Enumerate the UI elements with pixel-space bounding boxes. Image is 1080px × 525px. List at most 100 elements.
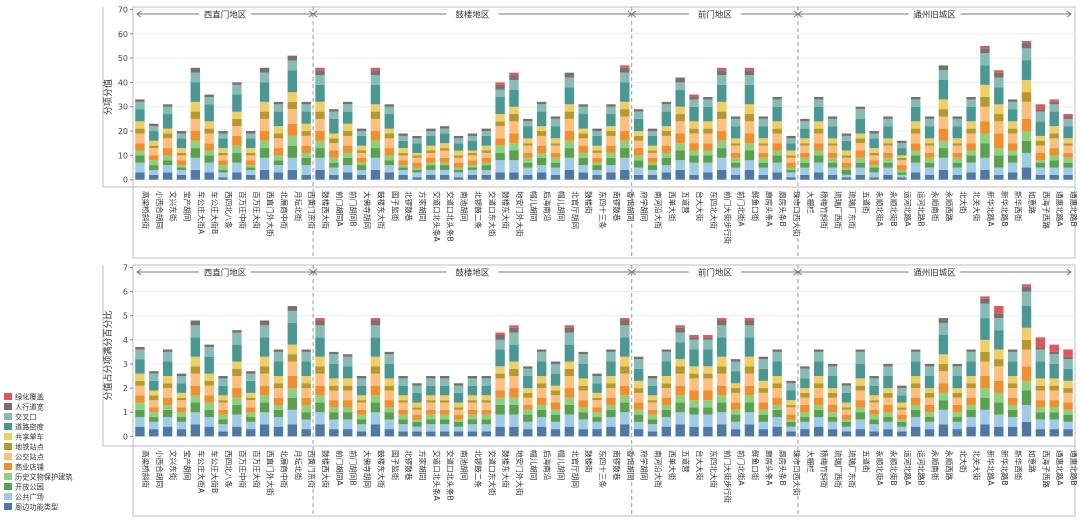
bar-segment bbox=[772, 97, 782, 100]
bar-segment bbox=[827, 363, 838, 367]
bar-segment bbox=[315, 140, 325, 149]
bar-segment bbox=[453, 172, 464, 178]
bar-segment bbox=[246, 397, 256, 401]
bar-segment bbox=[758, 380, 769, 389]
bar-segment bbox=[315, 373, 325, 386]
legend-swatch bbox=[4, 413, 12, 420]
bar-segment bbox=[675, 82, 685, 90]
category-label: 后海南沿 bbox=[543, 450, 553, 481]
bar-segment bbox=[1049, 390, 1059, 401]
bar-segment bbox=[592, 400, 602, 408]
bar-segment bbox=[730, 126, 741, 139]
bar-segment bbox=[287, 388, 298, 398]
bar-segment bbox=[259, 366, 270, 374]
bar-segment bbox=[412, 383, 422, 386]
bar-segment bbox=[661, 409, 672, 418]
bar-segment bbox=[758, 126, 769, 139]
bar-segment bbox=[426, 165, 436, 170]
y-tick-label: 20 bbox=[118, 127, 128, 136]
bar-segment bbox=[592, 174, 602, 180]
bar-segment bbox=[924, 145, 935, 153]
legend-swatch bbox=[4, 403, 12, 410]
bar-segment bbox=[744, 320, 755, 326]
bar-segment bbox=[841, 426, 852, 432]
bar-segment bbox=[301, 174, 311, 180]
bar-segment bbox=[176, 397, 187, 401]
bar-segment bbox=[564, 72, 575, 78]
bar-segment bbox=[1063, 138, 1073, 144]
bar-segment bbox=[689, 337, 699, 340]
bar-segment bbox=[204, 347, 214, 357]
bar-segment bbox=[578, 390, 588, 401]
bar-segment bbox=[910, 376, 921, 384]
bar-segment bbox=[467, 431, 478, 437]
bar-segment bbox=[938, 383, 949, 393]
bar-segment bbox=[883, 152, 893, 158]
bar-segment bbox=[855, 109, 865, 119]
bar-segment bbox=[952, 421, 962, 430]
bar-segment bbox=[398, 414, 408, 420]
bar-segment bbox=[523, 397, 533, 405]
bar-segment bbox=[592, 373, 602, 377]
bar-segment bbox=[800, 167, 810, 175]
bar-segment bbox=[204, 104, 214, 122]
category-label: 车公庄大街A bbox=[196, 450, 206, 494]
bar-segment bbox=[162, 361, 173, 377]
bar-segment bbox=[938, 128, 949, 141]
bar-segment bbox=[883, 388, 893, 393]
region-label: 前门地区 bbox=[698, 10, 733, 21]
bar-segment bbox=[606, 404, 616, 410]
bar-segment bbox=[1063, 414, 1073, 422]
bar-segment bbox=[246, 165, 256, 168]
category-label: 大栅栏 bbox=[806, 450, 816, 473]
bar-segment bbox=[1035, 121, 1046, 136]
y-axis-label: 分项分值 bbox=[102, 79, 114, 115]
bar-segment bbox=[1063, 392, 1073, 403]
category-label: 帽儿胡同 bbox=[557, 191, 567, 221]
bar-segment bbox=[564, 344, 575, 362]
bar-segment bbox=[356, 402, 367, 410]
bar-segment bbox=[980, 296, 990, 299]
bar-segment bbox=[633, 140, 644, 149]
category-label: 廊房头条A bbox=[764, 191, 774, 227]
category-label: 鼓楼西大街 bbox=[321, 191, 331, 229]
bar-segment bbox=[703, 339, 713, 350]
bar-segment bbox=[1021, 48, 1032, 61]
bar-segment bbox=[910, 361, 921, 377]
bar-segment bbox=[453, 383, 464, 386]
bar-segment bbox=[938, 148, 949, 158]
bar-segment bbox=[717, 356, 727, 367]
bar-segment bbox=[633, 421, 644, 430]
bar-segment bbox=[910, 388, 921, 398]
bar-segment bbox=[620, 101, 630, 110]
bar-segment bbox=[578, 385, 588, 391]
bar-segment bbox=[273, 351, 284, 362]
bar-segment bbox=[717, 325, 727, 338]
y-tick-label: 6 bbox=[123, 288, 128, 297]
bar-segment bbox=[426, 174, 436, 180]
bar-segment bbox=[578, 354, 588, 364]
bar-segment bbox=[426, 131, 436, 136]
bar-segment bbox=[730, 402, 741, 410]
bar-segment bbox=[273, 138, 284, 149]
bar-segment bbox=[703, 162, 713, 173]
bar-segment bbox=[855, 407, 865, 413]
bar-segment bbox=[952, 157, 962, 163]
bar-segment bbox=[384, 390, 394, 401]
bar-segment bbox=[841, 133, 852, 136]
bar-segment bbox=[1021, 140, 1032, 153]
bar-segment bbox=[606, 131, 616, 136]
bar-segment bbox=[966, 404, 976, 410]
bar-segment bbox=[218, 376, 228, 379]
bar-segment bbox=[287, 60, 298, 71]
bar-segment bbox=[661, 145, 672, 153]
bar-segment bbox=[730, 138, 741, 144]
bar-segment bbox=[384, 106, 394, 115]
bar-segment bbox=[730, 383, 741, 389]
bar-segment bbox=[841, 385, 852, 393]
bar-segment bbox=[827, 167, 838, 175]
bar-segment bbox=[412, 157, 422, 163]
bar-segment bbox=[259, 82, 270, 102]
bar-segment bbox=[509, 143, 519, 151]
bar-segment bbox=[426, 414, 436, 420]
